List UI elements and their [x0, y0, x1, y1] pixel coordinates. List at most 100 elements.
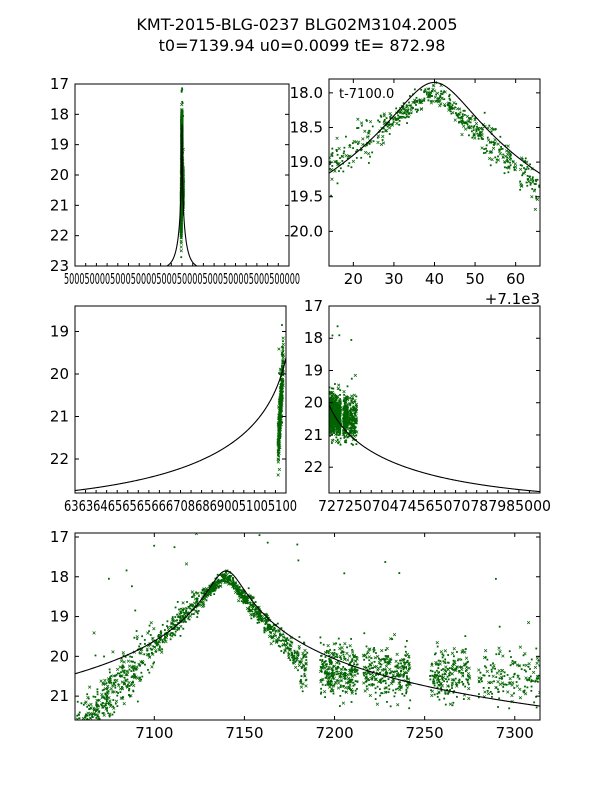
data-point [180, 610, 182, 613]
data-point [437, 97, 439, 100]
data-point [181, 615, 184, 618]
data-point [151, 648, 154, 651]
data-point [355, 405, 358, 408]
data-point [103, 696, 105, 699]
data-point [129, 655, 132, 658]
data-point [88, 714, 91, 716]
data-point [329, 431, 331, 433]
data-point [342, 420, 345, 423]
data-point [460, 121, 463, 124]
data-point-cross [178, 612, 182, 616]
data-point [513, 166, 515, 169]
data-point [180, 90, 183, 93]
data-point [443, 98, 446, 101]
data-point [345, 420, 348, 423]
data-point [157, 633, 160, 636]
data-point-cross [106, 689, 110, 693]
data-point [492, 141, 495, 143]
data-point [146, 649, 149, 652]
data-point [89, 707, 92, 710]
data-point [183, 620, 185, 623]
data-point [196, 616, 199, 618]
data-point-cross [118, 665, 122, 669]
data-point-cross [159, 631, 163, 635]
data-point-cross [359, 121, 364, 125]
data-point [163, 637, 166, 640]
data-point [158, 646, 161, 649]
data-point [418, 98, 421, 101]
data-point [105, 698, 108, 701]
data-point [94, 696, 97, 698]
data-point-cross [127, 680, 131, 685]
data-point [352, 427, 355, 430]
data-point [331, 403, 334, 406]
data-point [492, 128, 495, 131]
data-point [343, 402, 346, 405]
data-point-cross [81, 716, 85, 720]
data-point [105, 700, 108, 703]
data-point [351, 416, 354, 419]
data-point [123, 669, 126, 672]
data-point [116, 672, 119, 675]
data-point [189, 607, 192, 610]
data-point [138, 677, 141, 680]
data-point [180, 229, 183, 231]
data-point [507, 171, 510, 174]
data-point [355, 157, 358, 159]
data-point [535, 178, 537, 181]
data-point [365, 144, 368, 147]
data-point [336, 414, 339, 416]
data-point [105, 702, 108, 705]
data-point [469, 121, 472, 124]
data-point-cross [138, 678, 142, 683]
data-point [476, 132, 479, 135]
data-point [451, 107, 454, 110]
data-point [177, 616, 179, 618]
data-point [280, 401, 283, 403]
data-point-cross [452, 101, 456, 105]
data-point [139, 664, 141, 667]
data-point [425, 93, 428, 95]
data-point [242, 589, 245, 591]
data-point [346, 406, 349, 408]
data-point [279, 416, 281, 419]
data-point [456, 115, 459, 117]
data-point [357, 127, 360, 129]
data-point [488, 124, 491, 127]
data-point [104, 697, 106, 700]
data-point [354, 414, 356, 416]
data-point [485, 144, 488, 147]
data-point-cross [480, 146, 484, 150]
data-point [221, 573, 224, 576]
data-point [173, 623, 176, 626]
data-point-cross [276, 405, 281, 409]
data-point-cross [281, 347, 285, 351]
data-point [196, 612, 199, 615]
data-point-cross [105, 691, 109, 695]
data-point [511, 160, 514, 163]
data-point-cross [103, 682, 107, 686]
y-tick-label: 20 [50, 365, 69, 383]
data-point [216, 573, 219, 576]
data-point [506, 158, 509, 161]
data-point [114, 702, 117, 705]
data-point [174, 616, 177, 618]
data-point [391, 122, 394, 125]
data-point-cross [338, 419, 343, 423]
data-point [180, 214, 183, 217]
data-point-cross [337, 146, 341, 151]
data-point [164, 636, 167, 638]
data-point [388, 123, 391, 126]
data-point [335, 160, 338, 162]
data-point [110, 703, 113, 706]
data-point-cross [281, 336, 285, 340]
y-tick-label: 22 [50, 450, 69, 468]
data-point-cross [89, 702, 93, 707]
data-point [413, 88, 416, 91]
data-point [241, 595, 244, 597]
data-point-cross [89, 706, 93, 710]
data-point [339, 389, 342, 392]
data-point-cross [194, 609, 198, 613]
data-point [329, 405, 332, 408]
data-point [378, 120, 381, 123]
